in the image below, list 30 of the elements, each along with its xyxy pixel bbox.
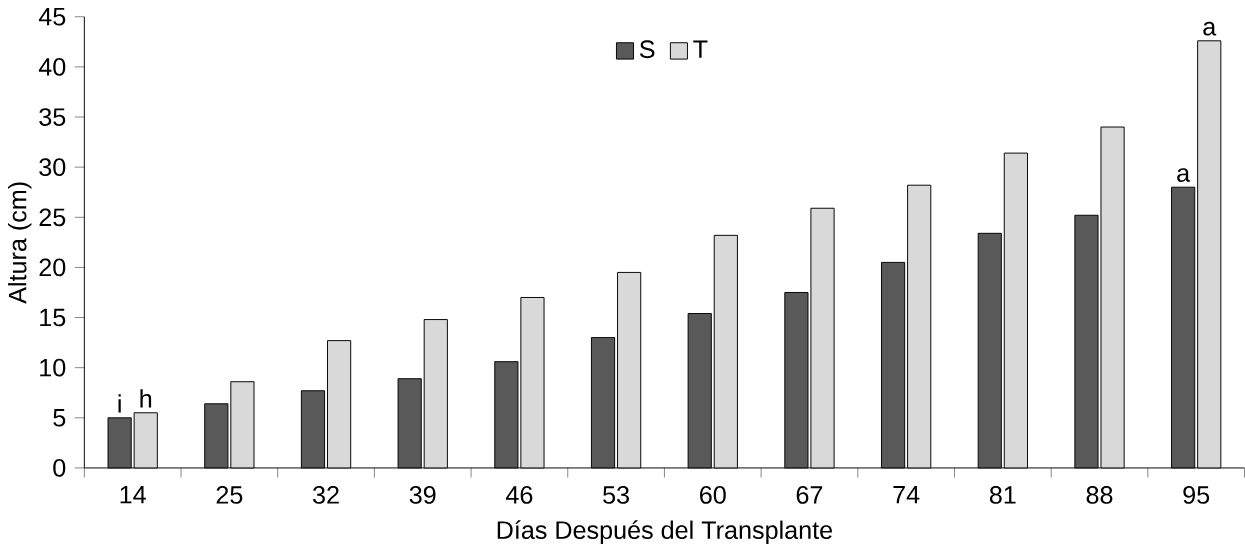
x-tick-label: 95 (1183, 486, 1210, 504)
x-tick-label: 74 (893, 486, 920, 504)
y-tick-label: 0 (53, 459, 66, 477)
x-tick-label: 32 (312, 486, 339, 504)
annotation: i (118, 394, 121, 413)
x-tick-label: 88 (1086, 486, 1113, 504)
x-tick-label: 81 (989, 486, 1016, 504)
x-tick-label: 60 (700, 486, 726, 504)
annotation: a (1177, 168, 1191, 182)
y-tick-label: 30 (39, 158, 66, 177)
y-tick-label: 20 (39, 258, 66, 277)
y-tick-label: 25 (39, 208, 66, 227)
y-tick-label: 5 (53, 409, 66, 427)
y-axis-title: Altura (cm) (8, 182, 32, 304)
x-tick-label: 14 (120, 486, 146, 504)
x-tick-label: 53 (603, 486, 629, 504)
y-tick-label: 10 (40, 358, 66, 377)
x-axis-title: Días Después del Transplante (497, 520, 832, 544)
x-tick-label: 67 (796, 486, 823, 504)
x-tick-label: 46 (505, 486, 533, 504)
annotation: h (140, 389, 152, 408)
annotation: a (1203, 21, 1217, 36)
legend-label: T (693, 40, 708, 58)
x-tick-label: 39 (409, 486, 436, 504)
legend-label: S (639, 40, 655, 59)
y-tick-label: 15 (40, 308, 66, 327)
y-tick-label: 35 (39, 108, 66, 126)
y-tick-label: 45 (38, 8, 66, 26)
x-tick-label: 25 (216, 486, 243, 504)
y-tick-label: 40 (38, 57, 66, 76)
